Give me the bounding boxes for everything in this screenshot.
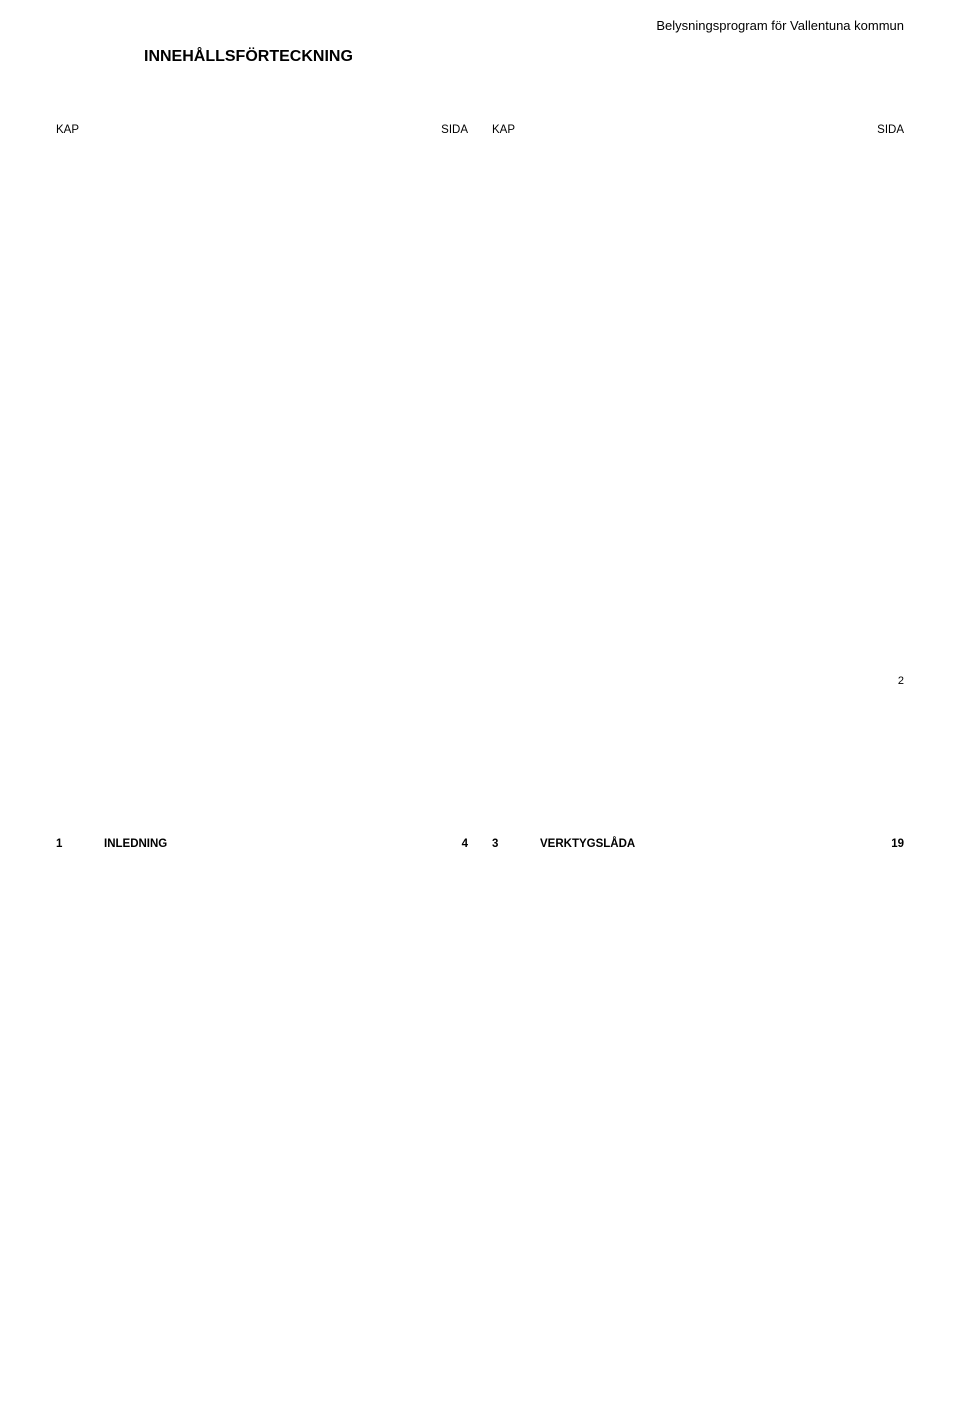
- toc-row: 1INLEDNING4: [56, 834, 468, 1402]
- toc-table-left: KAPSIDA1INLEDNING41.1BAKGRUND51.2REKOMME…: [56, 120, 468, 1402]
- toc-col-header-kap: KAP: [56, 120, 104, 821]
- toc-columns: KAPSIDA1INLEDNING41.1BAKGRUND51.2REKOMME…: [56, 120, 904, 1402]
- document-page: Belysningsprogram för Vallentuna kommun …: [0, 0, 960, 701]
- toc-right-column: KAPSIDA3VERKTYGSLÅDA193.1GRUNDLÄGGANDE B…: [492, 120, 904, 1402]
- toc-col-header-sida: SIDA: [876, 120, 904, 821]
- toc-entry-label: INLEDNING: [104, 834, 440, 1402]
- toc-row: 3VERKTYGSLÅDA19: [492, 834, 904, 1402]
- toc-row: [492, 821, 904, 834]
- toc-entry-number: 1: [56, 834, 104, 1402]
- toc-col-header-kap: KAP: [492, 120, 540, 821]
- toc-col-header-blank: [540, 120, 876, 821]
- toc-row: KAP SIDA: [56, 120, 468, 821]
- toc-left-column: KAPSIDA1INLEDNING41.1BAKGRUND51.2REKOMME…: [56, 120, 468, 1402]
- toc-entry-number: 3: [492, 834, 540, 1402]
- toc-table-right: KAPSIDA3VERKTYGSLÅDA193.1GRUNDLÄGGANDE B…: [492, 120, 904, 1402]
- toc-col-header-sida: SIDA: [440, 120, 468, 821]
- toc-row: KAP SIDA: [492, 120, 904, 821]
- toc-entry-page: 4: [440, 834, 468, 1402]
- page-title: INNEHÅLLSFÖRTECKNING: [144, 48, 353, 66]
- toc-entry-page: 19: [876, 834, 904, 1402]
- toc-row: [56, 821, 468, 834]
- toc-entry-label: VERKTYGSLÅDA: [540, 834, 876, 1402]
- toc-col-header-blank: [104, 120, 440, 821]
- document-header: Belysningsprogram för Vallentuna kommun: [656, 18, 904, 33]
- page-number: 2: [898, 675, 904, 687]
